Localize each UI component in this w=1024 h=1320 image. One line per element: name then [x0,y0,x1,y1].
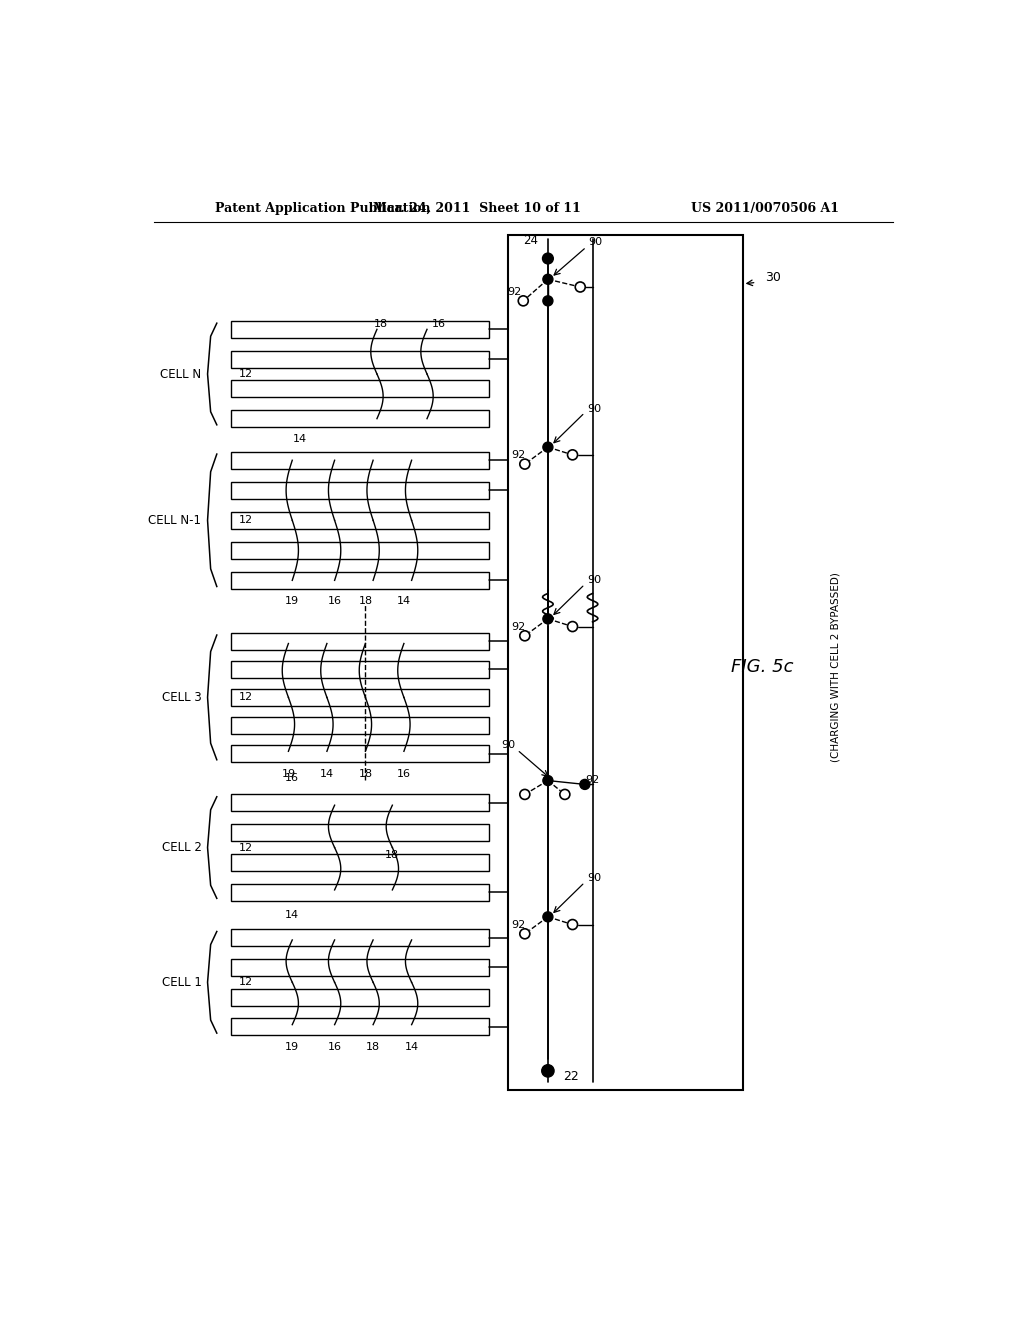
Bar [230,746,488,762]
Bar [230,512,488,529]
Bar [230,824,488,841]
Bar [230,451,488,469]
Text: 12: 12 [239,977,253,987]
Circle shape [567,920,578,929]
Bar [230,929,488,946]
Text: 24: 24 [523,234,539,247]
Bar [230,689,488,706]
Text: CELL 3: CELL 3 [162,690,202,704]
Text: 18: 18 [358,597,373,606]
Bar [508,235,742,1090]
Text: 18: 18 [385,850,399,861]
Text: 12: 12 [239,842,253,853]
Text: 14: 14 [319,768,334,779]
Text: 92: 92 [512,920,525,929]
Text: 14: 14 [293,434,307,445]
Bar [230,884,488,900]
Text: 12: 12 [239,693,253,702]
Bar [230,543,488,558]
Text: (CHARGING WITH CELL 2 BYPASSED): (CHARGING WITH CELL 2 BYPASSED) [830,572,840,762]
Text: Patent Application Publication: Patent Application Publication [215,202,431,215]
Text: 92: 92 [512,622,525,631]
Text: 12: 12 [239,370,253,379]
Text: 90: 90 [587,874,601,883]
Text: US 2011/0070506 A1: US 2011/0070506 A1 [691,202,839,215]
Circle shape [520,459,529,469]
Text: 19: 19 [282,768,296,779]
Bar [230,411,488,428]
Text: 18: 18 [374,319,388,329]
Bar [230,351,488,367]
Circle shape [520,789,529,800]
Text: 90: 90 [501,741,515,750]
Bar [230,572,488,589]
Bar [230,321,488,338]
Circle shape [520,631,529,640]
Text: 22: 22 [563,1069,579,1082]
Circle shape [567,450,578,459]
Text: CELL 1: CELL 1 [162,975,202,989]
Bar [230,989,488,1006]
Bar [230,795,488,812]
Text: 14: 14 [404,1041,419,1052]
Bar [230,632,488,649]
Text: 16: 16 [328,597,342,606]
Bar [230,482,488,499]
Bar [230,1019,488,1035]
Text: CELL N: CELL N [161,367,202,380]
Text: FIG. 5c: FIG. 5c [731,657,794,676]
Circle shape [543,275,553,284]
Text: 19: 19 [286,597,299,606]
Text: 16: 16 [431,319,445,329]
Bar [230,854,488,871]
Circle shape [543,442,553,453]
Circle shape [543,614,553,624]
Text: 18: 18 [358,768,373,779]
Circle shape [520,929,529,939]
Text: 14: 14 [286,909,299,920]
Text: 18: 18 [366,1041,380,1052]
Text: 16: 16 [328,1041,342,1052]
Circle shape [567,622,578,631]
Text: 30: 30 [766,271,781,284]
Bar [230,380,488,397]
Text: 16: 16 [286,774,299,783]
Text: 19: 19 [286,1041,299,1052]
Text: 14: 14 [397,597,411,606]
Text: 12: 12 [239,515,253,525]
Text: CELL 2: CELL 2 [162,841,202,854]
Circle shape [518,296,528,306]
Text: 92: 92 [507,286,521,297]
Bar [230,958,488,975]
Circle shape [560,789,569,800]
Circle shape [542,1065,554,1077]
Text: 92: 92 [512,450,525,459]
Circle shape [543,253,553,264]
Circle shape [543,296,553,306]
Circle shape [575,282,586,292]
Bar [230,661,488,677]
Text: 90: 90 [587,576,601,585]
Circle shape [580,779,590,789]
Text: 90: 90 [589,238,603,247]
Text: 92: 92 [586,775,600,785]
Text: Mar. 24, 2011  Sheet 10 of 11: Mar. 24, 2011 Sheet 10 of 11 [373,202,581,215]
Text: 90: 90 [587,404,601,413]
Circle shape [543,776,553,785]
Text: CELL N-1: CELL N-1 [148,513,202,527]
Text: 16: 16 [397,768,411,779]
Circle shape [543,912,553,921]
Bar [230,717,488,734]
